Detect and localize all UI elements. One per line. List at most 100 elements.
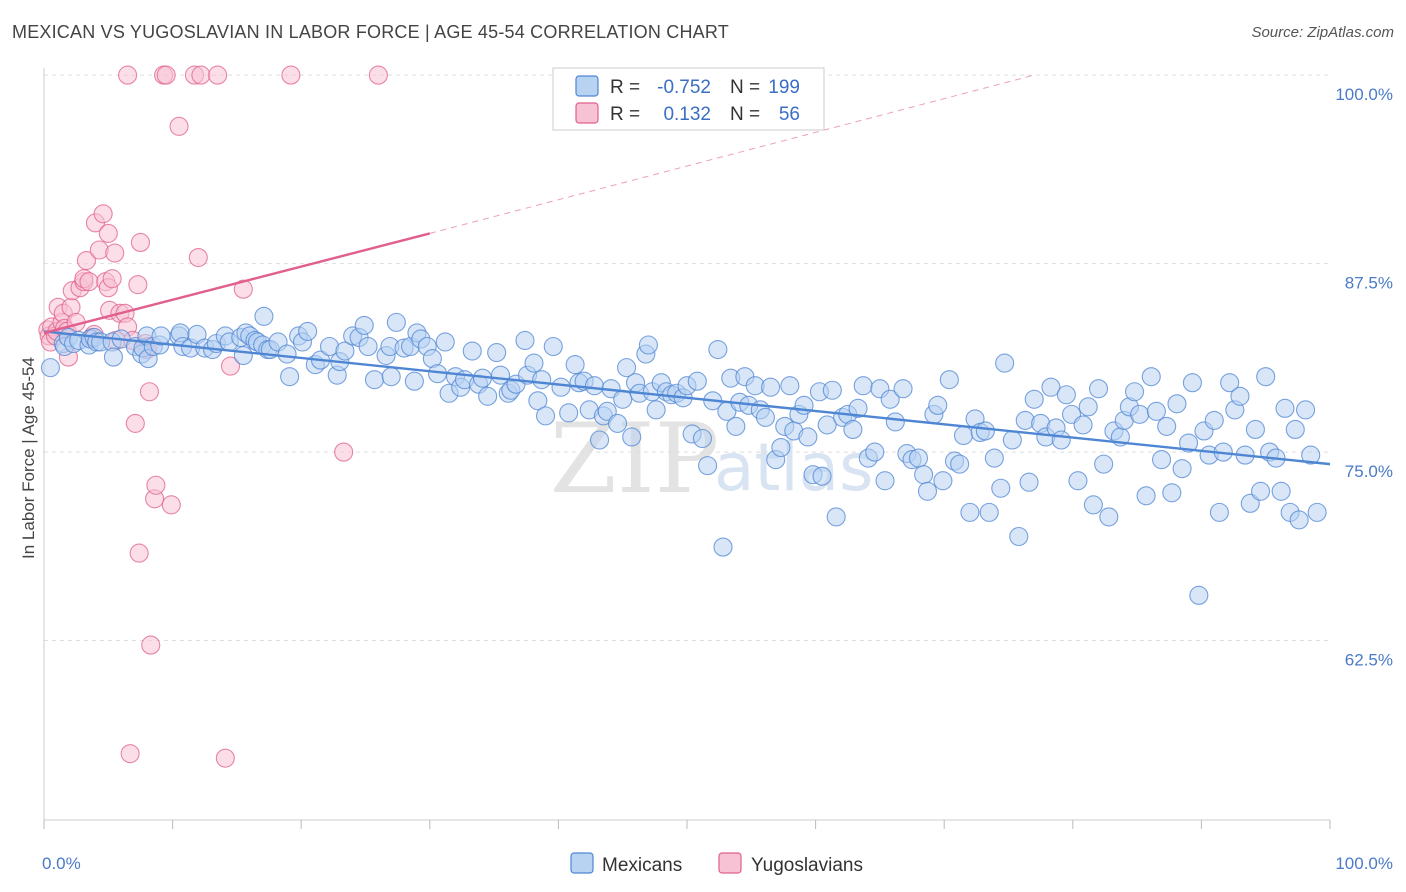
data-point xyxy=(950,454,970,474)
correlation-legend: R = -0.752 N = 199 R = 0.132 N = 56 xyxy=(552,67,825,131)
data-point xyxy=(215,748,235,768)
data-point xyxy=(617,358,637,378)
y-tick-labels: 100.0% 87.5% 75.0% 62.5% xyxy=(1335,85,1393,669)
data-point xyxy=(161,495,181,515)
data-point xyxy=(102,269,122,289)
watermark-atlas: atlas xyxy=(714,429,874,506)
yugoslavians-legend-swatch xyxy=(575,102,599,124)
data-point xyxy=(129,543,149,563)
yugoslavians-legend-key[interactable] xyxy=(718,852,742,874)
data-point xyxy=(1209,502,1229,522)
mexicans-r-value: -0.752 xyxy=(657,77,711,98)
y-tick-label: 87.5% xyxy=(1345,274,1393,293)
data-point xyxy=(334,442,354,462)
data-point xyxy=(76,251,96,271)
data-point xyxy=(1230,386,1250,406)
data-point xyxy=(798,427,818,447)
data-point xyxy=(1041,377,1061,397)
data-point xyxy=(1136,486,1156,506)
yugoslavians-n-label: N = xyxy=(730,104,760,125)
data-point xyxy=(698,456,718,476)
data-point xyxy=(1307,502,1327,522)
data-point xyxy=(335,341,355,361)
data-point xyxy=(1178,433,1199,453)
yugoslavians-r-label: R = xyxy=(610,104,640,125)
data-point xyxy=(771,437,791,458)
watermark: ZIP atlas xyxy=(550,403,874,515)
data-point xyxy=(708,339,728,360)
data-point xyxy=(1009,526,1029,547)
data-point xyxy=(565,355,585,375)
data-point xyxy=(1015,410,1035,430)
data-point xyxy=(118,65,138,85)
trend-lines xyxy=(43,74,1331,466)
data-point xyxy=(1167,394,1187,414)
data-point xyxy=(280,367,300,387)
data-point xyxy=(880,389,900,409)
x-tick-label: 100.0% xyxy=(1335,854,1393,873)
data-point xyxy=(1289,510,1309,530)
data-point xyxy=(105,243,125,263)
data-point xyxy=(1296,400,1316,420)
y-tick-label: 100.0% xyxy=(1335,85,1393,104)
data-point xyxy=(590,430,610,450)
data-point xyxy=(208,65,228,85)
data-point xyxy=(532,370,552,390)
data-point xyxy=(995,353,1015,373)
data-point xyxy=(646,400,666,420)
data-point xyxy=(515,330,535,351)
data-point xyxy=(692,428,712,449)
data-point xyxy=(254,306,274,326)
data-point xyxy=(1301,445,1321,465)
data-point xyxy=(1157,416,1177,436)
data-point xyxy=(875,471,895,491)
data-point xyxy=(404,371,424,391)
data-point xyxy=(638,335,658,355)
data-point xyxy=(893,379,913,399)
data-point xyxy=(98,223,118,243)
data-point xyxy=(141,635,161,655)
mexicans-points xyxy=(40,306,1327,605)
data-point xyxy=(908,448,929,468)
data-point xyxy=(298,321,318,341)
x-tick-labels: 0.0% 100.0% xyxy=(42,854,1393,873)
data-point xyxy=(1056,385,1076,405)
data-point xyxy=(1151,450,1172,470)
data-point xyxy=(917,481,938,501)
data-point xyxy=(1073,415,1093,435)
axes xyxy=(43,68,1331,829)
data-point xyxy=(435,332,455,352)
data-point xyxy=(191,65,211,85)
data-point xyxy=(1172,459,1192,479)
yugoslavians-n-value: 56 xyxy=(779,104,800,125)
yugoslavians-trend-line xyxy=(43,232,431,335)
data-point xyxy=(535,406,556,426)
data-point xyxy=(622,427,642,447)
data-point xyxy=(368,65,388,85)
data-point xyxy=(826,507,846,527)
x-tick-label: 0.0% xyxy=(42,854,81,873)
yugoslavians-trend-extension xyxy=(429,74,1035,234)
data-point xyxy=(103,347,123,367)
data-point xyxy=(386,312,406,332)
data-point xyxy=(755,407,775,427)
data-point xyxy=(1182,373,1202,393)
data-point xyxy=(139,382,160,402)
data-point xyxy=(40,358,60,378)
mexicans-legend-key[interactable] xyxy=(570,852,594,874)
mexicans-r-label: R = xyxy=(610,77,640,98)
data-point xyxy=(1002,430,1022,450)
data-point xyxy=(156,65,176,85)
data-point xyxy=(1019,472,1039,492)
data-point xyxy=(1141,367,1161,387)
data-point xyxy=(687,371,707,391)
data-point xyxy=(713,537,733,557)
data-point xyxy=(277,344,297,364)
data-point xyxy=(543,336,563,357)
data-point xyxy=(817,415,837,435)
data-point xyxy=(169,116,189,136)
data-point xyxy=(89,240,109,260)
data-point xyxy=(1024,389,1044,409)
data-point xyxy=(761,377,781,397)
data-point xyxy=(933,471,953,491)
